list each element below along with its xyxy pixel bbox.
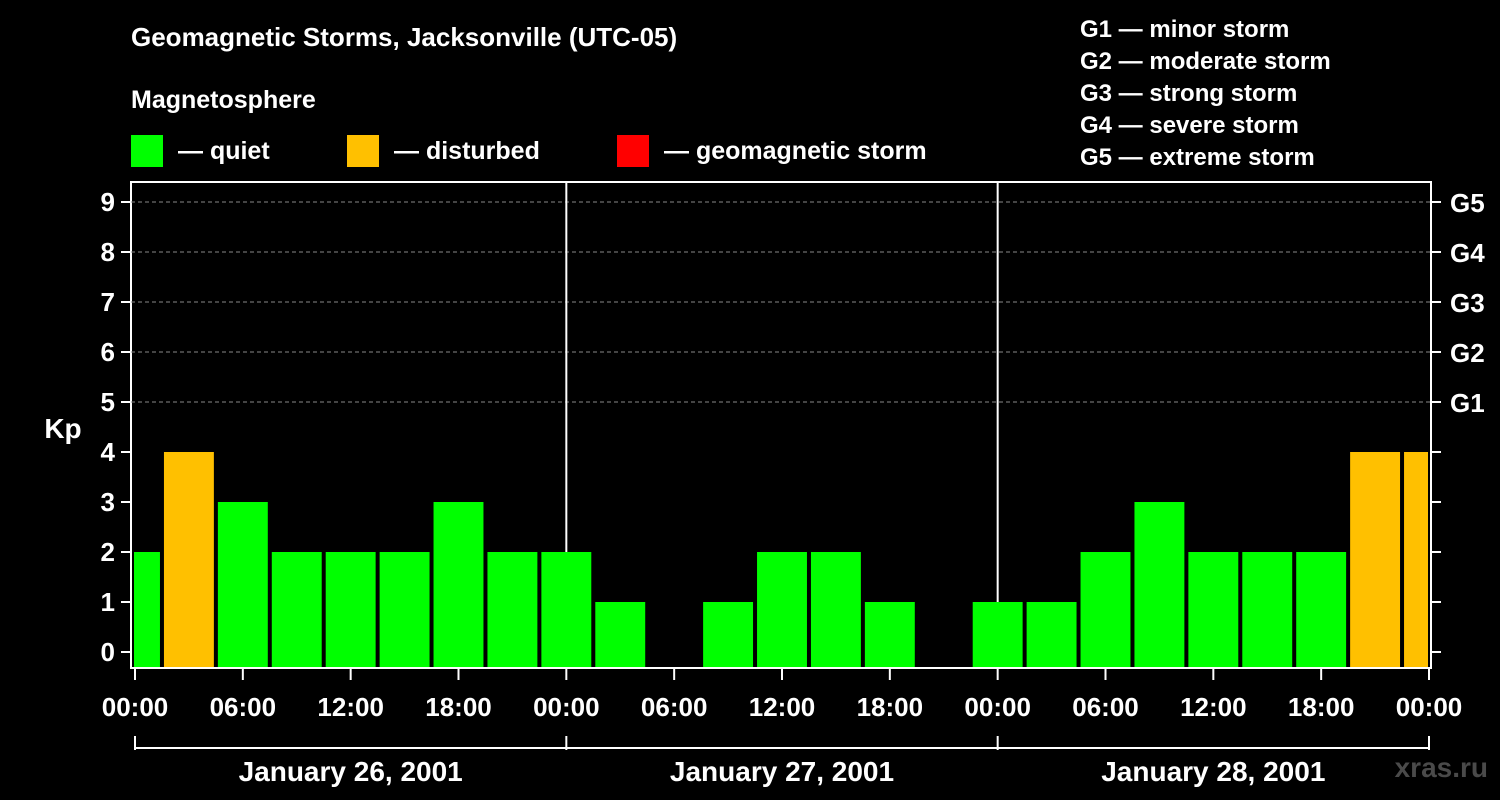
legend-label-disturbed: — disturbed xyxy=(394,136,540,165)
x-tick-label: 00:00 xyxy=(964,692,1031,722)
y-tick-label: 2 xyxy=(101,537,115,567)
y-tick-label: 0 xyxy=(101,637,115,667)
g-level-label: G3 xyxy=(1450,288,1485,318)
legend-swatch-disturbed xyxy=(347,135,379,167)
watermark: xras.ru xyxy=(1394,752,1488,783)
legend-label-quiet: — quiet xyxy=(178,136,270,165)
legend-subtitle: Magnetosphere xyxy=(131,86,316,114)
kp-bar xyxy=(163,452,214,667)
kp-bar xyxy=(1350,452,1401,667)
kp-bar xyxy=(1080,552,1131,667)
kp-bar xyxy=(864,602,915,667)
x-tick-label: 00:00 xyxy=(102,692,169,722)
kp-bar xyxy=(1134,502,1185,667)
x-tick-label: 06:00 xyxy=(1072,692,1139,722)
legend-swatch-storm xyxy=(617,135,649,167)
storm-scale-g4: G4 — severe storm xyxy=(1080,112,1299,139)
y-tick-label: 4 xyxy=(101,437,116,467)
y-tick-label: 5 xyxy=(101,387,115,417)
kp-bar xyxy=(325,552,376,667)
y-tick-label: 7 xyxy=(101,287,115,317)
kp-bar xyxy=(1188,552,1239,667)
x-tick-label: 00:00 xyxy=(1396,692,1463,722)
g-level-label: G5 xyxy=(1450,188,1485,218)
g-level-label: G4 xyxy=(1450,238,1485,268)
kp-bar xyxy=(271,552,322,667)
y-tick-label: 3 xyxy=(101,487,115,517)
kp-bar xyxy=(703,602,754,667)
legend-item-storm: — geomagnetic storm xyxy=(617,134,927,168)
chart-title: Geomagnetic Storms, Jacksonville (UTC-05… xyxy=(131,22,678,52)
day-label: January 28, 2001 xyxy=(1101,756,1325,787)
kp-bar xyxy=(1296,552,1347,667)
legend-swatch-quiet xyxy=(131,135,163,167)
g-level-label: G2 xyxy=(1450,338,1485,368)
day-label: January 26, 2001 xyxy=(239,756,463,787)
y-tick-label: 1 xyxy=(101,587,115,617)
kp-bar xyxy=(541,552,592,667)
kp-bar xyxy=(217,502,268,667)
x-tick-label: 12:00 xyxy=(749,692,816,722)
kp-bar xyxy=(1404,452,1428,667)
y-tick-label: 6 xyxy=(101,337,115,367)
storm-scale-g3: G3 — strong storm xyxy=(1080,80,1298,107)
legend-item-disturbed: — disturbed xyxy=(347,134,540,168)
x-tick-label: 00:00 xyxy=(533,692,600,722)
legend-label-storm: — geomagnetic storm xyxy=(664,136,927,165)
storm-scale-g2: G2 — moderate storm xyxy=(1080,48,1331,75)
day-label: January 27, 2001 xyxy=(670,756,894,787)
y-axis-label: Kp xyxy=(44,413,81,444)
x-tick-label: 06:00 xyxy=(641,692,708,722)
kp-bar xyxy=(595,602,646,667)
y-tick-label: 8 xyxy=(101,237,115,267)
x-tick-label: 18:00 xyxy=(1288,692,1355,722)
x-tick-label: 12:00 xyxy=(317,692,384,722)
kp-bar xyxy=(1026,602,1077,667)
g-level-label: G1 xyxy=(1450,388,1485,418)
x-tick-label: 12:00 xyxy=(1180,692,1247,722)
storm-scale-g1: G1 — minor storm xyxy=(1080,16,1290,43)
kp-bar xyxy=(433,502,484,667)
legend-item-quiet: — quiet xyxy=(131,134,270,168)
kp-bar xyxy=(379,552,430,667)
x-tick-label: 18:00 xyxy=(425,692,492,722)
y-tick-label: 9 xyxy=(101,187,115,217)
kp-bar xyxy=(487,552,538,667)
kp-bar xyxy=(134,552,160,667)
storm-scale-legend: G1 — minor storm G2 — moderate storm G3 … xyxy=(1080,14,1331,174)
storm-scale-g5: G5 — extreme storm xyxy=(1080,144,1315,171)
kp-bar xyxy=(810,552,861,667)
x-tick-label: 06:00 xyxy=(210,692,277,722)
x-tick-label: 18:00 xyxy=(857,692,924,722)
kp-bar xyxy=(972,602,1023,667)
kp-bar xyxy=(757,552,807,667)
kp-bar xyxy=(1242,552,1293,667)
